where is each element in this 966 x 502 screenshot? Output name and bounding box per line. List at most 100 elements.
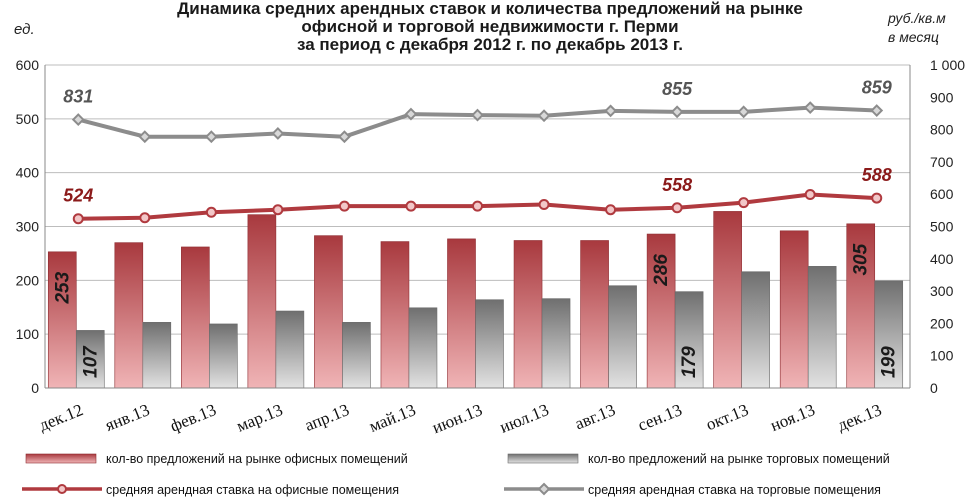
legend-label: средняя арендная ставка на офисные помещ… xyxy=(106,483,399,497)
legend-entry: средняя арендная ставка на офисные помещ… xyxy=(22,483,399,497)
chart-title-line: за период с декабря 2012 г. по декабрь 2… xyxy=(297,35,683,54)
retail-rate-point xyxy=(138,130,152,144)
office-offers-bar xyxy=(114,242,144,389)
retail-rate-point xyxy=(404,107,418,121)
retail-rate-point xyxy=(537,109,551,123)
office-rate-point xyxy=(804,189,816,201)
y-right-tick-label: 500 xyxy=(930,219,954,235)
retail-offers-bar xyxy=(342,322,371,389)
left-axis-unit: ед. xyxy=(14,21,35,38)
y-left-tick-label: 600 xyxy=(16,57,40,73)
x-tick-label: янв.13 xyxy=(102,400,152,435)
retail-offers-bar xyxy=(475,299,504,389)
chart-title-line: Динамика средних арендных ставок и колич… xyxy=(177,0,803,18)
office-offers-bar xyxy=(447,238,476,389)
retail-rate-point xyxy=(204,130,218,144)
y-left-tick-label: 100 xyxy=(16,326,40,342)
retail-rate-point xyxy=(870,104,884,117)
retail-rate-point xyxy=(737,105,751,119)
office-offers-data-label: 305 xyxy=(851,243,872,275)
x-tick-label: сен.13 xyxy=(635,400,684,435)
legend-retail-marker xyxy=(537,482,551,496)
retail-offers-bar xyxy=(408,307,438,389)
retail-offers-bar xyxy=(541,298,571,389)
office-offers-bar xyxy=(513,240,543,389)
office-offers-bar xyxy=(181,246,210,389)
legend-entry: кол-во предложений на рынке торговых пом… xyxy=(507,452,890,466)
x-tick-label: окт.13 xyxy=(703,400,751,434)
retail-offers-bar xyxy=(741,271,770,389)
x-tick-label: дек.12 xyxy=(36,400,86,435)
legend-label: кол-во предложений на рынке торговых пом… xyxy=(588,452,890,466)
retail-offers-data-label: 199 xyxy=(879,346,900,378)
x-tick-label: апр.13 xyxy=(302,400,352,435)
office-rate-point xyxy=(472,200,483,212)
x-tick-label: дек.13 xyxy=(835,400,885,435)
office-rate-data-label: 588 xyxy=(862,165,892,185)
office-rate-point xyxy=(405,200,417,212)
office-offers-bar xyxy=(314,235,343,389)
legend-retail-bar-swatch xyxy=(507,453,579,464)
retail-rate-point xyxy=(338,130,351,144)
office-rate-point xyxy=(671,202,683,214)
retail-rate-point xyxy=(271,127,285,140)
right-axis-unit-line: руб./кв.м xyxy=(888,10,946,26)
y-right-tick-label: 200 xyxy=(930,315,954,331)
y-right-tick-label: 400 xyxy=(930,251,954,267)
legend-entry: средняя арендная ставка на торговые поме… xyxy=(504,482,881,497)
office-rate-point xyxy=(871,192,883,204)
right-axis-unit: руб./кв.м в месяц xyxy=(888,9,964,47)
retail-rate-point xyxy=(471,108,484,122)
y-right-tick-label: 1 000 xyxy=(930,57,965,73)
retail-rate-point xyxy=(604,104,617,118)
retail-offers-bar xyxy=(674,291,704,389)
office-offers-bar xyxy=(580,240,609,389)
retail-rate-point xyxy=(803,101,817,115)
legend-entry: кол-во предложений на рынке офисных поме… xyxy=(25,452,408,466)
retail-offers-bar xyxy=(275,310,305,389)
retail-offers-bar xyxy=(142,322,172,389)
y-right-tick-label: 100 xyxy=(930,348,954,364)
y-right-tick-label: 900 xyxy=(930,89,954,105)
retail-offers-bar xyxy=(75,330,105,389)
y-left-tick-label: 500 xyxy=(16,111,40,127)
office-rate-point xyxy=(738,197,750,209)
x-tick-label: мар.13 xyxy=(234,400,286,436)
office-rate-point xyxy=(205,206,217,218)
office-rate-point xyxy=(538,199,550,211)
legend-label: средняя арендная ставка на торговые поме… xyxy=(588,483,881,497)
y-right-tick-label: 300 xyxy=(930,283,954,299)
office-offers-bar xyxy=(713,211,742,389)
y-right-tick-label: 700 xyxy=(930,154,954,170)
office-rate-point xyxy=(139,212,151,224)
x-tick-label: июл.13 xyxy=(497,400,552,437)
y-left-tick-label: 400 xyxy=(16,165,40,181)
office-rate-data-label: 558 xyxy=(662,175,692,195)
retail-offers-bar xyxy=(807,266,837,389)
retail-rate-data-label: 855 xyxy=(662,79,693,99)
legend-office-bar-swatch xyxy=(25,453,97,464)
retail-offers-data-label: 107 xyxy=(80,345,101,378)
y-left-tick-label: 300 xyxy=(16,219,40,235)
retail-rate-data-label: 831 xyxy=(63,87,93,107)
chart-title: Динамика средних арендных ставок и колич… xyxy=(160,0,820,54)
office-rate-point xyxy=(605,204,617,216)
right-axis-unit-line: в месяц xyxy=(888,29,939,45)
retail-rate-point xyxy=(670,105,684,119)
y-right-tick-label: 800 xyxy=(930,122,954,138)
x-tick-label: ноя.13 xyxy=(768,400,818,435)
office-offers-data-label: 286 xyxy=(651,254,672,287)
retail-offers-data-label: 179 xyxy=(679,346,700,378)
office-rate-point xyxy=(272,204,284,216)
y-right-tick-label: 600 xyxy=(930,186,954,202)
legend-label: кол-во предложений на рынке офисных поме… xyxy=(106,452,408,466)
x-tick-label: авг.13 xyxy=(572,400,618,433)
y-left-tick-label: 0 xyxy=(31,380,39,396)
office-rate-point xyxy=(72,213,84,225)
retail-offers-bar xyxy=(874,280,904,389)
x-tick-label: май.13 xyxy=(366,400,418,436)
x-tick-label: фев.13 xyxy=(167,400,218,436)
office-offers-data-label: 253 xyxy=(52,271,73,304)
